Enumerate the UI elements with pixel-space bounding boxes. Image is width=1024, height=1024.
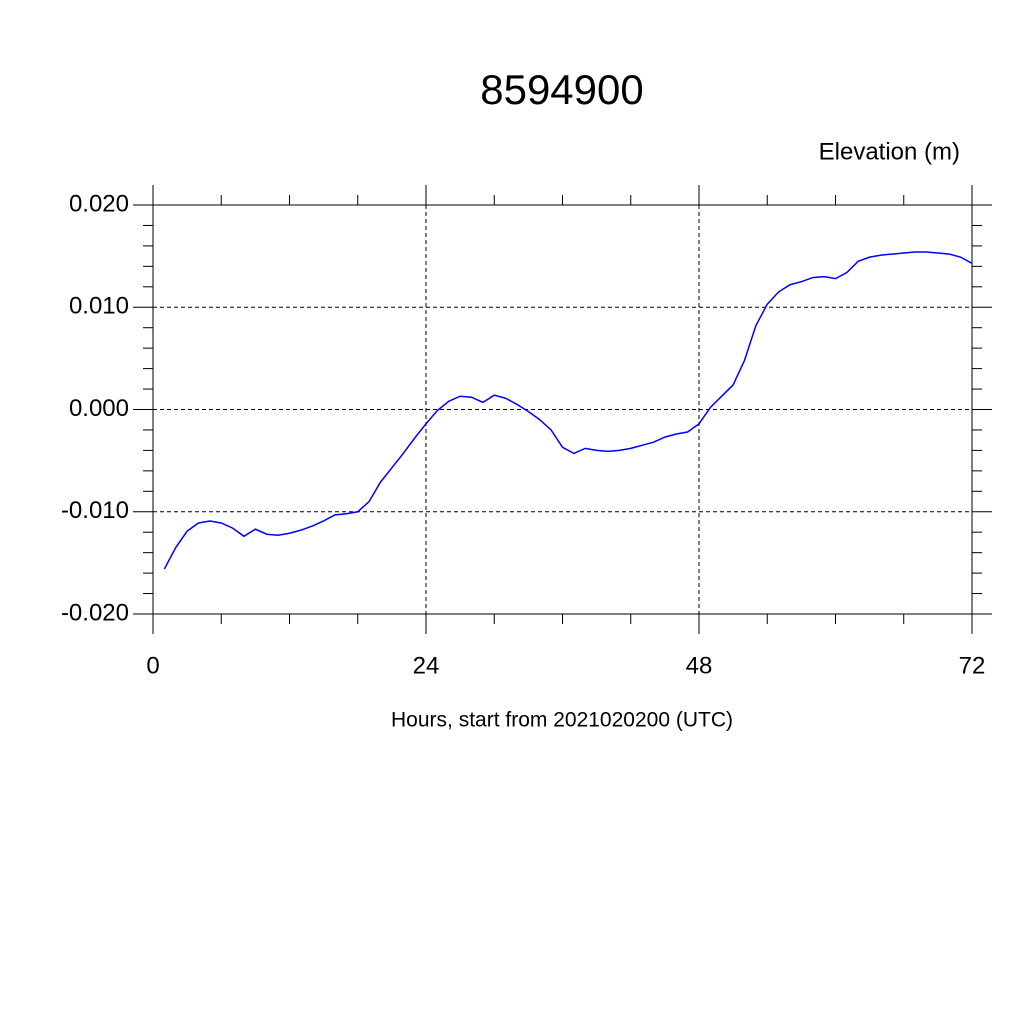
x-tick-label: 24 bbox=[413, 652, 440, 679]
x-axis-label: Hours, start from 2021020200 (UTC) bbox=[391, 709, 733, 732]
x-tick-label: 0 bbox=[146, 652, 159, 679]
plot-frame bbox=[152, 204, 973, 615]
data-line bbox=[163, 251, 973, 570]
y-tick-label: -0.010 bbox=[61, 497, 129, 524]
x-tick-label: 72 bbox=[959, 652, 986, 679]
y-tick-label: 0.010 bbox=[69, 293, 129, 320]
y-tick-label: 0.000 bbox=[69, 395, 129, 422]
y-axis-label: Elevation (m) bbox=[819, 138, 960, 165]
chart-title: 8594900 bbox=[480, 66, 644, 113]
y-tick-label: -0.020 bbox=[61, 599, 129, 626]
x-tick-label: 48 bbox=[686, 652, 713, 679]
y-tick-label: 0.020 bbox=[69, 190, 129, 217]
